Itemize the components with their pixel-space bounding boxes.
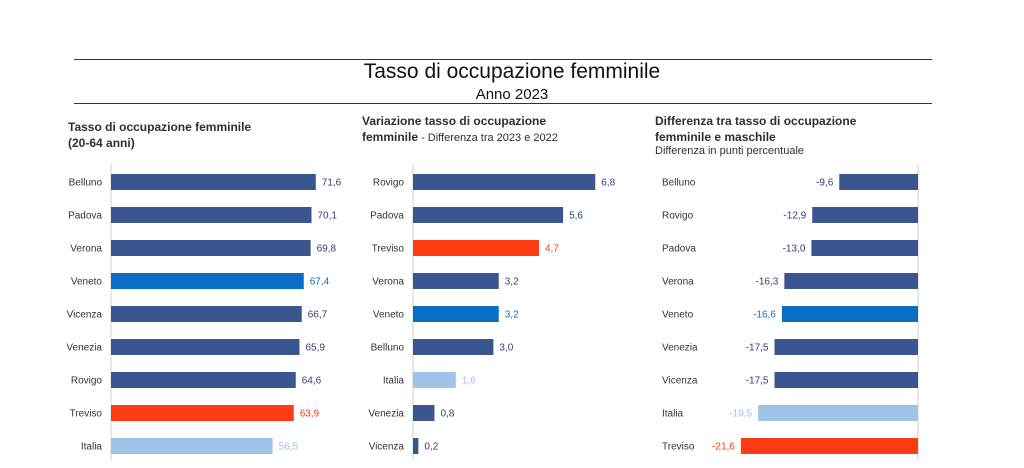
chart2-rovigo-label: Rovigo xyxy=(373,178,405,189)
chart1-venezia-bar xyxy=(111,339,300,355)
chart2-vicenza-bar xyxy=(413,438,419,454)
chart1-padova-label: Padova xyxy=(68,211,102,222)
chart1-italia-bar xyxy=(111,438,273,454)
page-title: Tasso di occupazione femminile xyxy=(363,60,661,83)
chart2-verona-value: 3,2 xyxy=(505,277,519,288)
chart3-veneto-label: Veneto xyxy=(662,310,694,321)
chart1-vicenza-bar xyxy=(111,306,302,322)
chart1-venezia-value: 65,9 xyxy=(305,343,325,354)
chart3-padova-bar xyxy=(811,240,918,256)
chart3-vicenza-bar xyxy=(774,372,918,388)
chart1-padova-bar xyxy=(111,207,312,223)
chart3-title: Differenza tra tasso di occupazione femm… xyxy=(655,113,856,145)
chart1-treviso-value: 63,9 xyxy=(300,409,320,420)
chart2-italia-bar xyxy=(413,372,456,388)
chart3-title-line1: Differenza tra tasso di occupazione xyxy=(655,114,857,128)
chart3-padova-label: Padova xyxy=(662,244,696,255)
chart3-verona-label: Verona xyxy=(662,277,694,288)
chart3-vicenza-label: Vicenza xyxy=(662,376,698,387)
chart3-belluno-bar xyxy=(839,174,918,190)
chart3-italia-value: -19,5 xyxy=(729,409,752,420)
chart1-vicenza-label: Vicenza xyxy=(67,310,103,321)
chart2-vicenza-value: 0,2 xyxy=(424,442,438,453)
chart2-italia-label: Italia xyxy=(383,376,405,387)
chart2-title: Variazione tasso di occupazione femminil… xyxy=(362,113,558,146)
chart3-rovigo-value: -12,9 xyxy=(783,211,806,222)
chart1-italia-label: Italia xyxy=(81,442,103,453)
chart3-verona-bar xyxy=(784,273,918,289)
chart1-padova-value: 70,1 xyxy=(317,211,337,222)
chart1-italia-value: 56,5 xyxy=(279,442,299,453)
chart1-belluno-bar xyxy=(111,174,316,190)
chart1-employment-rate: Belluno 71,6 Padova 70,1 Verona 69,8 Veneto 67,… xyxy=(66,164,342,460)
chart1-veneto-label: Veneto xyxy=(71,277,103,288)
chart2-veneto-label: Veneto xyxy=(373,310,405,321)
chart2-italia-value: 1,6 xyxy=(462,376,476,387)
chart2-verona-bar xyxy=(413,273,499,289)
chart2-padova-bar xyxy=(413,207,564,223)
chart1-belluno-value: 71,6 xyxy=(322,178,342,189)
chart1-treviso-bar xyxy=(111,405,294,421)
chart3-venezia-bar xyxy=(774,339,918,355)
chart1-title: Tasso di occupazione femminile (20-64 an… xyxy=(68,119,251,151)
chart2-belluno-value: 3,0 xyxy=(499,343,513,354)
chart2-title-line2: femminile xyxy=(362,130,419,144)
chart1-rovigo-bar xyxy=(111,372,296,388)
chart3-vicenza-value: -17,5 xyxy=(746,376,769,387)
chart2-treviso-value: 4,7 xyxy=(545,244,559,255)
page-subtitle: Anno 2023 xyxy=(475,86,549,103)
chart2-venezia-bar xyxy=(413,405,435,421)
chart1-verona-value: 69,8 xyxy=(317,244,337,255)
chart3-title-line2: femminile e maschile xyxy=(655,130,776,144)
chart2-belluno-label: Belluno xyxy=(371,343,405,354)
chart3-venezia-label: Venezia xyxy=(662,343,698,354)
chart3-padova-value: -13,0 xyxy=(783,244,806,255)
chart3-rovigo-label: Rovigo xyxy=(662,211,694,222)
chart2-veneto-value: 3,2 xyxy=(505,310,519,321)
chart3-verona-value: -16,3 xyxy=(756,277,779,288)
chart1-title-line2: (20-64 anni) xyxy=(68,136,135,150)
chart3-belluno-label: Belluno xyxy=(662,178,696,189)
chart2-rate-variation: Rovigo 6,8 Padova 5,6 Treviso 4,7 Verona 3,2 Ven… xyxy=(368,164,616,460)
chart3-italia-bar xyxy=(758,405,918,421)
chart2-rovigo-bar xyxy=(413,174,596,190)
chart2-treviso-bar xyxy=(413,240,539,256)
chart2-title-line1: Variazione tasso di occupazione xyxy=(362,114,547,128)
chart2-venezia-label: Venezia xyxy=(368,409,404,420)
chart3-gender-gap: Belluno -9,6 Rovigo -12,9 Padova -13,0 Verona -… xyxy=(662,164,919,460)
chart2-padova-value: 5,6 xyxy=(569,211,583,222)
chart1-venezia-label: Venezia xyxy=(66,343,102,354)
chart1-verona-label: Verona xyxy=(70,244,102,255)
chart3-veneto-value: -16,6 xyxy=(753,310,776,321)
chart1-title-line1: Tasso di occupazione femminile xyxy=(68,120,252,134)
chart2-veneto-bar xyxy=(413,306,499,322)
chart3-venezia-value: -17,5 xyxy=(746,343,769,354)
chart1-treviso-label: Treviso xyxy=(70,409,103,420)
chart1-veneto-bar xyxy=(111,273,304,289)
chart3-belluno-value: -9,6 xyxy=(816,178,834,189)
chart1-rovigo-value: 64,6 xyxy=(302,376,322,387)
chart1-veneto-value: 67,4 xyxy=(310,277,330,288)
chart3-subtitle: Differenza in punti percentuale xyxy=(655,145,805,157)
chart2-belluno-bar xyxy=(413,339,494,355)
chart1-verona-bar xyxy=(111,240,311,256)
chart3-veneto-bar xyxy=(781,306,918,322)
header-bottom-rule xyxy=(74,103,932,104)
chart2-vicenza-label: Vicenza xyxy=(369,442,405,453)
chart3-treviso-bar xyxy=(740,438,918,454)
chart2-treviso-label: Treviso xyxy=(372,244,405,255)
chart3-treviso-value: -21,6 xyxy=(712,442,735,453)
chart2-venezia-value: 0,8 xyxy=(440,409,454,420)
chart3-rovigo-bar xyxy=(812,207,918,223)
chart2-title-note: - Differenza tra 2023 e 2022 xyxy=(418,132,558,144)
header-top-rule xyxy=(74,59,932,60)
chart2-rovigo-value: 6,8 xyxy=(601,178,615,189)
chart1-vicenza-value: 66,7 xyxy=(308,310,328,321)
chart2-padova-label: Padova xyxy=(370,211,404,222)
chart3-treviso-label: Treviso xyxy=(662,442,695,453)
chart1-belluno-label: Belluno xyxy=(69,178,103,189)
chart1-rovigo-label: Rovigo xyxy=(71,376,103,387)
chart3-italia-label: Italia xyxy=(662,409,684,420)
chart2-verona-label: Verona xyxy=(372,277,404,288)
